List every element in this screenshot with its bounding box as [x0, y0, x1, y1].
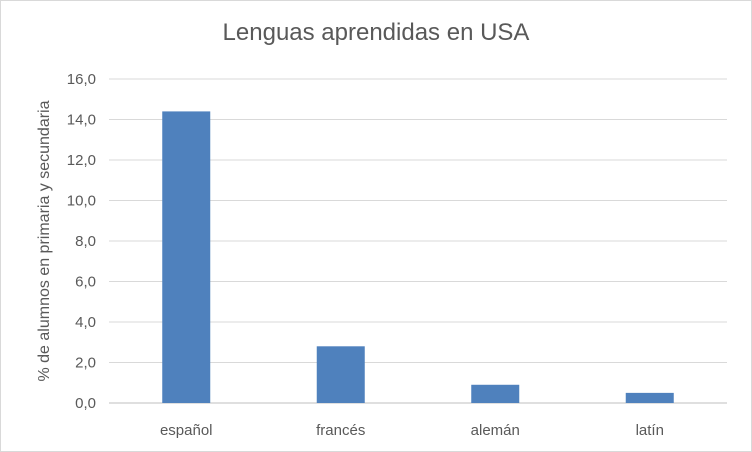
bar-1 [162, 111, 211, 404]
y-tick-label: 16,0 [67, 71, 96, 88]
bar-4 [625, 392, 674, 403]
x-category-label: francés [316, 422, 365, 439]
y-tick-label: 8,0 [75, 233, 96, 250]
y-axis-label: % de alumnos en primaria y secundaria [36, 100, 53, 381]
y-tick-label: 2,0 [75, 355, 96, 372]
x-category-label: alemán [471, 422, 520, 439]
y-axis-tick-labels: 0,0 2,0 4,0 6,0 8,0 10,0 12,0 14,0 16,0 [67, 71, 96, 412]
y-tick-label: 6,0 [75, 274, 96, 291]
x-category-label: español [160, 422, 213, 439]
y-tick-label: 0,0 [75, 395, 96, 412]
bar-2 [316, 346, 365, 403]
x-axis-category-labels: español francés alemán latín [160, 422, 664, 439]
x-category-label: latín [636, 422, 664, 439]
bar-3 [471, 384, 520, 403]
y-tick-label: 12,0 [67, 152, 96, 169]
y-tick-label: 14,0 [67, 112, 96, 129]
y-tick-label: 10,0 [67, 193, 96, 210]
chart-title: Lenguas aprendidas en USA [222, 19, 530, 46]
gridlines [109, 78, 727, 404]
bars [162, 111, 674, 404]
y-tick-label: 4,0 [75, 314, 96, 331]
